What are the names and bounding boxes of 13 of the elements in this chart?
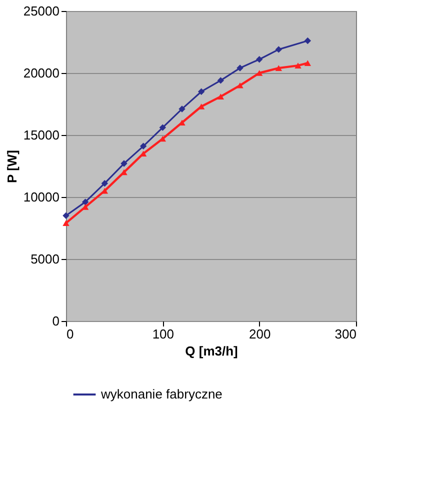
y-tick-label: 20000 xyxy=(23,66,60,80)
x-tick-label: 0 xyxy=(66,326,74,342)
x-axis-title: Q [m3/h] xyxy=(185,344,238,358)
legend-label: wykonanie fabryczne xyxy=(100,386,222,402)
x-tick-label: 100 xyxy=(152,326,174,342)
x-tick-label: 200 xyxy=(248,326,271,342)
y-tick-label: 15000 xyxy=(23,128,60,142)
x-tick-label: 300 xyxy=(334,326,356,342)
y-tick-label: 10000 xyxy=(23,190,60,204)
y-tick-label: 5000 xyxy=(30,252,60,266)
y-tick-label: 0 xyxy=(52,314,60,328)
y-axis-title: P [W] xyxy=(4,150,20,183)
y-tick-label: 25000 xyxy=(23,4,60,18)
